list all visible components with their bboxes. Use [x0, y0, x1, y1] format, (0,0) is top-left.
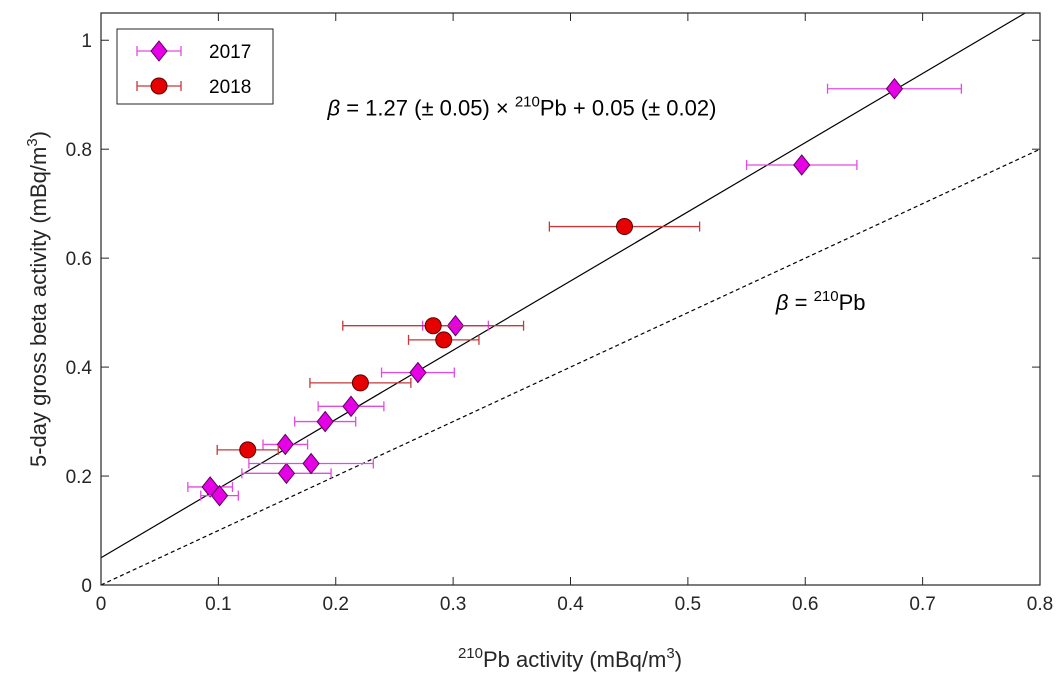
x-tick-label: 0.7: [909, 594, 935, 615]
x-axis-title-close: ): [675, 647, 682, 672]
series-2017: [187, 77, 963, 507]
y-tick-label: 1: [81, 31, 92, 52]
legend: 2017 2018: [116, 28, 274, 105]
one-to-one-beta: β: [775, 290, 789, 315]
fit-equation-post: Pb + 0.05 (± 0.02): [540, 95, 717, 120]
fit-equation-annotation: β = 1.27 (± 0.05) × 210Pb + 0.05 (± 0.02…: [327, 93, 717, 120]
data-point-diamond: [793, 154, 811, 176]
y-axis-title-main: 5-day gross beta activity (mBq/m: [26, 147, 51, 467]
data-point-circle: [239, 441, 257, 459]
data-point-diamond: [302, 452, 320, 475]
one-to-one-sup: 210: [814, 288, 839, 305]
data-point-diamond: [316, 410, 334, 433]
legend-entry-2018: 2018: [136, 77, 251, 98]
data-point-circle: [351, 374, 369, 392]
x-axis-title-sup: 210: [458, 645, 483, 662]
x-tick-label: 0.1: [205, 594, 231, 615]
x-axis-title: 210Pb activity (mBq/m3): [458, 645, 682, 672]
data-point-diamond: [885, 77, 904, 100]
x-tick-label: 0.4: [557, 594, 584, 615]
data-point-circle: [424, 317, 442, 335]
fit-equation-beta: β: [327, 95, 341, 120]
y-axis-title: 5-day gross beta activity (mBq/m3): [24, 131, 51, 467]
y-tick-label: 0.2: [66, 467, 92, 488]
one-to-one-post: Pb: [839, 290, 866, 315]
data-point-diamond: [276, 433, 294, 456]
legend-2017-diamond-marker: [150, 40, 168, 62]
data-points: [187, 77, 963, 507]
fit-line: [100, 12, 1026, 559]
data-point-circle: [615, 218, 633, 236]
one-to-one-line: [100, 148, 1041, 586]
x-axis-title-main: Pb activity (mBq/m: [483, 647, 666, 672]
legend-entry-2017: 2017: [136, 40, 251, 63]
x-tick-label: 0: [96, 594, 107, 615]
y-axis-title-unit-sup: 3: [24, 138, 41, 146]
x-tick-label: 0.5: [675, 594, 701, 615]
series-2018: [216, 218, 701, 459]
x-tick-label: 0.8: [1027, 594, 1053, 615]
y-tick-label: 0: [81, 576, 92, 597]
x-tick-label: 0.6: [792, 594, 818, 615]
x-tick-label: 0.3: [440, 594, 466, 615]
x-tick-label: 0.2: [323, 594, 349, 615]
y-tick-label: 0.8: [66, 140, 92, 161]
y-tick-label: 0.4: [66, 358, 93, 379]
x-axis: 0 0.1 0.2 0.3 0.4 0.5 0.6 0.7 0.8: [96, 13, 1053, 615]
one-to-one-pre: =: [788, 290, 813, 315]
legend-2018-label: 2018: [209, 77, 251, 98]
one-to-one-annotation: β = 210Pb: [775, 288, 866, 315]
legend-2018-circle-marker: [150, 77, 168, 95]
data-point-diamond: [210, 484, 229, 507]
data-point-diamond: [409, 361, 427, 384]
legend-box: [116, 28, 274, 105]
data-point-diamond: [277, 462, 296, 485]
legend-2017-label: 2017: [209, 42, 251, 63]
y-tick-label: 0.6: [66, 249, 92, 270]
data-point-diamond: [342, 395, 360, 418]
data-point-circle: [435, 331, 453, 349]
y-axis-title-close: ): [26, 131, 51, 138]
fit-equation-sup: 210: [515, 93, 540, 110]
fit-equation-pre: = 1.27 (± 0.05) ×: [340, 95, 515, 120]
x-axis-title-unit-sup: 3: [666, 645, 674, 662]
y-axis: 0 0.2 0.4 0.6 0.8 1: [66, 31, 1040, 597]
reference-lines: [100, 12, 1041, 586]
